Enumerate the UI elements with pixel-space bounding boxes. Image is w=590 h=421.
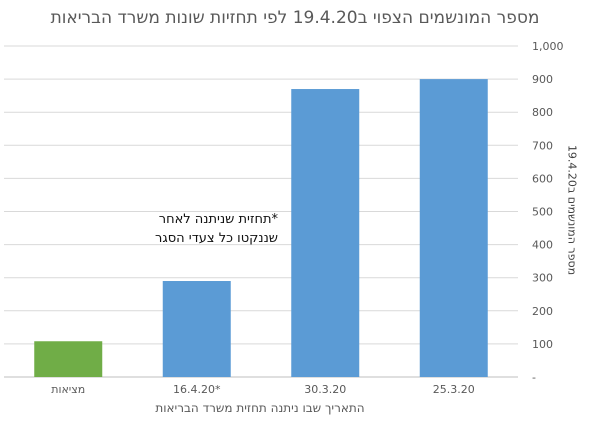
x-tick-labels: מציאות 16.4.20* 30.3.20 25.3.20 (51, 383, 475, 396)
annotation-note: *תחזית שניתנה לאחר שננקטו כל צעדי הסגר (108, 210, 278, 248)
x-axis-label: התאריך שבו ניתנה תחזית משרד הבריאות (155, 401, 365, 415)
y-tick-label: 500 (532, 206, 553, 219)
x-tick-label: 30.3.20 (304, 383, 346, 396)
bar (34, 341, 103, 377)
y-axis-label: מספר המונשמים ב19.4.20 (565, 144, 579, 276)
x-tick-label: 25.3.20 (433, 383, 475, 396)
bar (291, 89, 360, 377)
y-tick-label: 1,000 (532, 40, 564, 53)
y-tick-label: 600 (532, 172, 553, 185)
bar (419, 79, 488, 377)
bars (34, 79, 488, 377)
y-tick-label: 100 (532, 338, 553, 351)
y-tick-label: 900 (532, 73, 553, 86)
y-tick-label: 200 (532, 305, 553, 318)
chart-title: מספר המונשמים הצפוי ב19.4.20 לפי תחזיות … (50, 8, 540, 28)
y-tick-label: 400 (532, 239, 553, 252)
x-tick-label: 16.4.20* (173, 383, 221, 396)
y-tick-label: 700 (532, 139, 553, 152)
y-tick-label: 300 (532, 272, 553, 285)
y-tick-label: - (532, 371, 536, 384)
annotation-line-2: שננקטו כל צעדי הסגר (155, 231, 278, 246)
y-tick-label: 800 (532, 106, 553, 119)
annotation-line-1: *תחזית שניתנה לאחר (158, 212, 278, 227)
x-tick-label: מציאות (51, 383, 85, 396)
y-tick-labels: - 100 200 300 400 500 600 700 800 900 1,000 (532, 40, 564, 384)
bar (162, 281, 231, 377)
